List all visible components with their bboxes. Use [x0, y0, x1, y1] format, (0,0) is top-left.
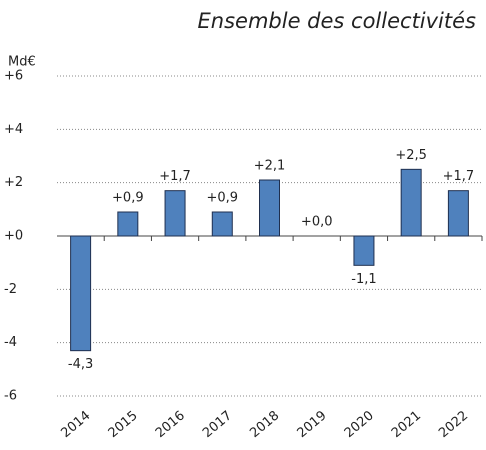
y-axis-label: Md€ [8, 55, 36, 70]
x-tick-label: 2020 [342, 408, 377, 441]
value-label: +1,7 [443, 169, 475, 184]
y-tick-label: -6 [4, 389, 17, 404]
value-label: -1,1 [351, 272, 376, 287]
x-tick-label: 2018 [247, 408, 282, 441]
value-label: +1,7 [159, 169, 191, 184]
chart-title: Ensemble des collectivités [198, 9, 477, 33]
bar [117, 211, 139, 237]
value-label: +0,9 [206, 191, 238, 206]
value-label: +2,1 [254, 159, 286, 174]
x-tick-label: 2022 [436, 408, 471, 441]
y-tick-label: +2 [4, 175, 23, 190]
x-tick-label: 2014 [58, 408, 93, 441]
x-tick-label: 2019 [295, 408, 330, 441]
x-tick-label: 2017 [200, 408, 235, 441]
value-label: +0,9 [112, 191, 144, 206]
value-label: -4,3 [68, 357, 93, 372]
bar [211, 211, 233, 237]
x-tick-label: 2016 [153, 408, 188, 441]
x-tick-label: 2015 [106, 408, 141, 441]
y-tick-label: +0 [4, 229, 23, 244]
bar [353, 235, 375, 266]
bar [447, 190, 469, 237]
y-tick-label: -2 [4, 282, 17, 297]
bar [164, 190, 186, 237]
value-label: +2,5 [395, 148, 427, 163]
y-tick-label: +4 [4, 122, 23, 137]
bar [259, 179, 280, 237]
y-tick-label: -4 [4, 335, 17, 350]
bar [70, 235, 92, 352]
y-tick-label: +6 [4, 69, 23, 84]
bar [400, 168, 422, 237]
value-label: +0,0 [301, 215, 333, 230]
x-tick-label: 2021 [389, 408, 424, 441]
